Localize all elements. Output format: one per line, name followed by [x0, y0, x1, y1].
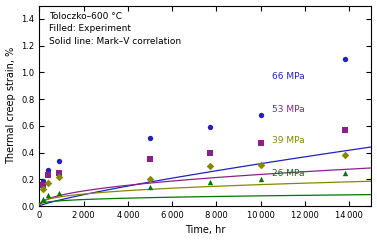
Text: Toloczko–600 °C
Filled: Experiment
Solid line: Mark–V correlation: Toloczko–600 °C Filled: Experiment Solid…: [49, 12, 181, 46]
Point: [258, 141, 264, 145]
Point: [147, 136, 153, 140]
Point: [56, 191, 62, 194]
Point: [258, 113, 264, 117]
Text: 53 MPa: 53 MPa: [272, 105, 304, 114]
Point: [40, 187, 46, 191]
Text: 39 MPa: 39 MPa: [272, 136, 304, 145]
Point: [40, 179, 46, 183]
Text: 66 MPa: 66 MPa: [272, 72, 304, 81]
Point: [147, 185, 153, 189]
Point: [258, 163, 264, 167]
Point: [56, 171, 62, 174]
Point: [207, 180, 213, 184]
Point: [258, 177, 264, 181]
Y-axis label: Thermal creep strain, %: Thermal creep strain, %: [6, 47, 15, 164]
Point: [147, 157, 153, 161]
Point: [56, 159, 62, 162]
Point: [207, 125, 213, 129]
Point: [342, 171, 348, 174]
Point: [45, 181, 51, 185]
Point: [147, 177, 153, 181]
Point: [342, 128, 348, 132]
Point: [207, 164, 213, 168]
Point: [45, 194, 51, 197]
Point: [207, 151, 213, 154]
Point: [342, 57, 348, 61]
Text: 26 MPa: 26 MPa: [272, 169, 304, 178]
Point: [40, 197, 46, 201]
Point: [56, 175, 62, 179]
Point: [45, 168, 51, 172]
X-axis label: Time, hr: Time, hr: [185, 225, 225, 235]
Point: [40, 183, 46, 187]
Point: [342, 153, 348, 157]
Point: [45, 173, 51, 177]
